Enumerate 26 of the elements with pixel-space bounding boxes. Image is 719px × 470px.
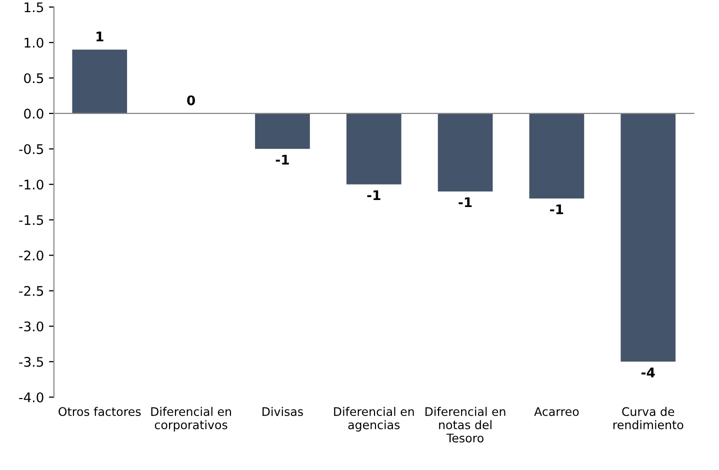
x-tick-label: Divisas bbox=[262, 406, 303, 416]
data-label: -1 bbox=[550, 204, 564, 214]
x-tick-label: Acarreo bbox=[534, 407, 579, 416]
y-tick-label: 1.0 bbox=[24, 38, 44, 48]
x-tick-label: Curva de rendimiento bbox=[613, 406, 684, 430]
y-tick-label: 0.0 bbox=[24, 108, 44, 119]
y-tick-label: -2.5 bbox=[19, 286, 44, 296]
data-label: -1 bbox=[276, 154, 289, 164]
y-tick-label: -4.0 bbox=[19, 392, 44, 402]
y-tick-label: 0.5 bbox=[24, 73, 44, 84]
y-tick-label: -1.0 bbox=[19, 180, 44, 190]
y-tick-label: -0.5 bbox=[19, 144, 44, 154]
x-tick-label: Diferencial en agencias bbox=[334, 406, 414, 432]
y-tick-label: -3.0 bbox=[19, 321, 44, 332]
data-label: -4 bbox=[642, 368, 655, 378]
data-label: 0 bbox=[187, 95, 196, 106]
y-tick-label: -1.5 bbox=[19, 215, 44, 226]
x-tick-label: Diferencial en notas del Tesoro bbox=[426, 406, 506, 442]
y-tick-label: 1.5 bbox=[24, 2, 44, 12]
x-tick-label: Diferencial en corporativos bbox=[151, 406, 231, 432]
y-tick-label: -3.5 bbox=[19, 356, 44, 367]
data-label: -1 bbox=[367, 190, 380, 200]
data-label: 1 bbox=[96, 32, 104, 42]
y-tick-label: -2.0 bbox=[19, 250, 44, 260]
x-tick-label: Otros factores bbox=[58, 406, 141, 416]
data-label: -1 bbox=[458, 197, 472, 208]
